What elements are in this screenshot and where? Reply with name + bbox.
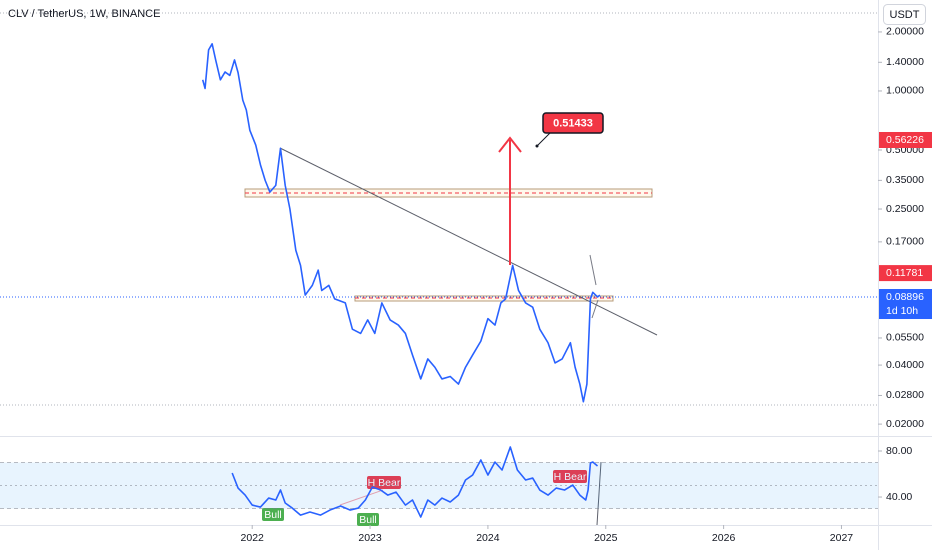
callout-box xyxy=(542,112,604,134)
bull-label-bg xyxy=(262,508,284,521)
countdown-label: 1d 10h xyxy=(886,305,918,317)
price-label: 0.56226 xyxy=(886,134,924,146)
bear-label-bg xyxy=(553,470,587,483)
x-tick-label: 2022 xyxy=(241,532,265,544)
price-label: 0.08896 xyxy=(886,291,924,303)
bull-label: Bull xyxy=(264,509,282,521)
trendline-short xyxy=(589,254,597,286)
y-tick-label: 80.00 xyxy=(886,445,912,457)
bear-label: H Bear xyxy=(554,471,587,483)
callout-text: 0.51433 xyxy=(553,117,593,129)
unit-button-label[interactable]: USDT xyxy=(890,9,920,21)
trendline-short xyxy=(591,299,599,319)
y-tick-label: 0.05500 xyxy=(886,332,924,344)
price-label-bg xyxy=(879,289,932,320)
price-line xyxy=(231,446,599,518)
y-tick-label: 2.00000 xyxy=(886,26,924,38)
price-label: 0.11781 xyxy=(886,267,923,279)
divergence-line xyxy=(339,489,384,506)
chart-title: CLV / TetherUS, 1W, BINANCE xyxy=(8,8,160,20)
unit-button[interactable] xyxy=(883,4,926,25)
y-tick-label: 1.40000 xyxy=(886,56,924,68)
y-tick-label: 0.17000 xyxy=(886,236,924,248)
rsi-trendline xyxy=(596,461,602,526)
target-arrow-head xyxy=(498,136,522,153)
bull-label: Bull xyxy=(359,514,377,526)
y-tick-label: 0.04000 xyxy=(886,359,924,371)
price-label-bg xyxy=(879,265,932,282)
price-label-bg xyxy=(879,131,932,148)
y-tick-label: 0.25000 xyxy=(886,203,924,215)
x-tick-label: 2025 xyxy=(594,532,618,544)
x-tick-label: 2023 xyxy=(358,532,382,544)
y-tick-label: 40.00 xyxy=(886,491,912,503)
y-tick-label: 0.35000 xyxy=(886,174,924,186)
x-tick-label: 2026 xyxy=(712,532,736,544)
y-tick-label: 0.02000 xyxy=(886,418,924,430)
callout-anchor xyxy=(535,144,539,148)
y-tick-label: 1.00000 xyxy=(886,85,924,97)
price-line xyxy=(201,43,601,403)
bull-label-bg xyxy=(357,513,379,526)
x-tick-label: 2027 xyxy=(830,532,854,544)
trendline xyxy=(279,147,658,336)
y-tick-label: 0.02800 xyxy=(886,389,924,401)
x-tick-label: 2024 xyxy=(476,532,500,544)
